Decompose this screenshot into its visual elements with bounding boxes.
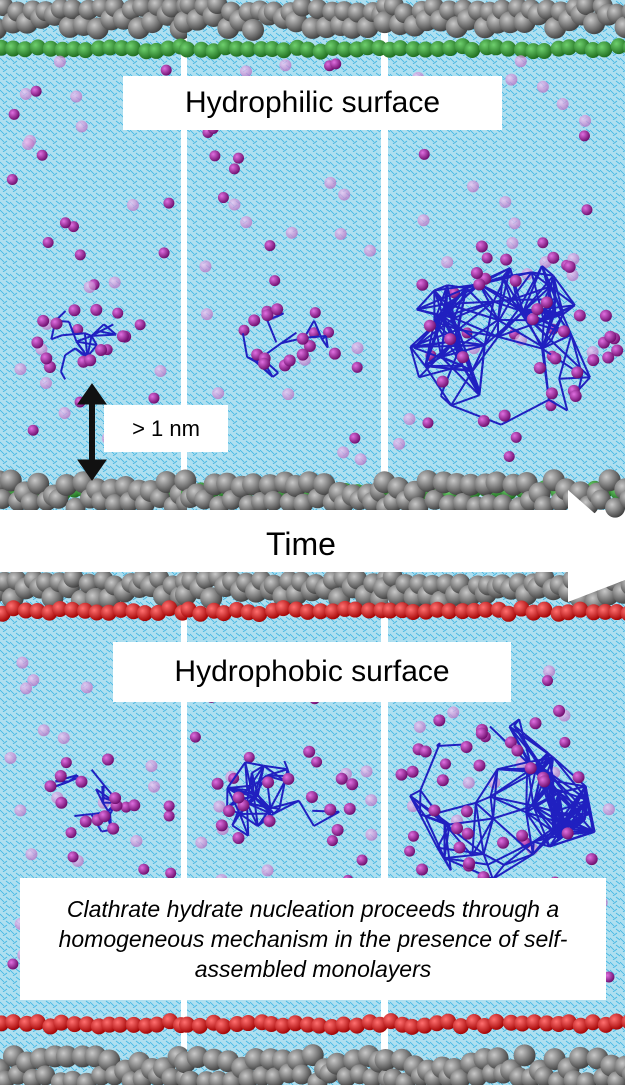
scale-arrow <box>77 383 107 481</box>
scale-label: > 1 nm <box>104 405 228 452</box>
time-label: Time <box>266 525 336 562</box>
hydrophilic-surface-label: Hydrophilic surface <box>123 76 502 130</box>
caption: Clathrate hydrate nucleation proceeds th… <box>20 878 606 1000</box>
hydrophobic-surface-label: Hydrophobic surface <box>113 642 511 702</box>
time-arrow <box>0 490 625 602</box>
